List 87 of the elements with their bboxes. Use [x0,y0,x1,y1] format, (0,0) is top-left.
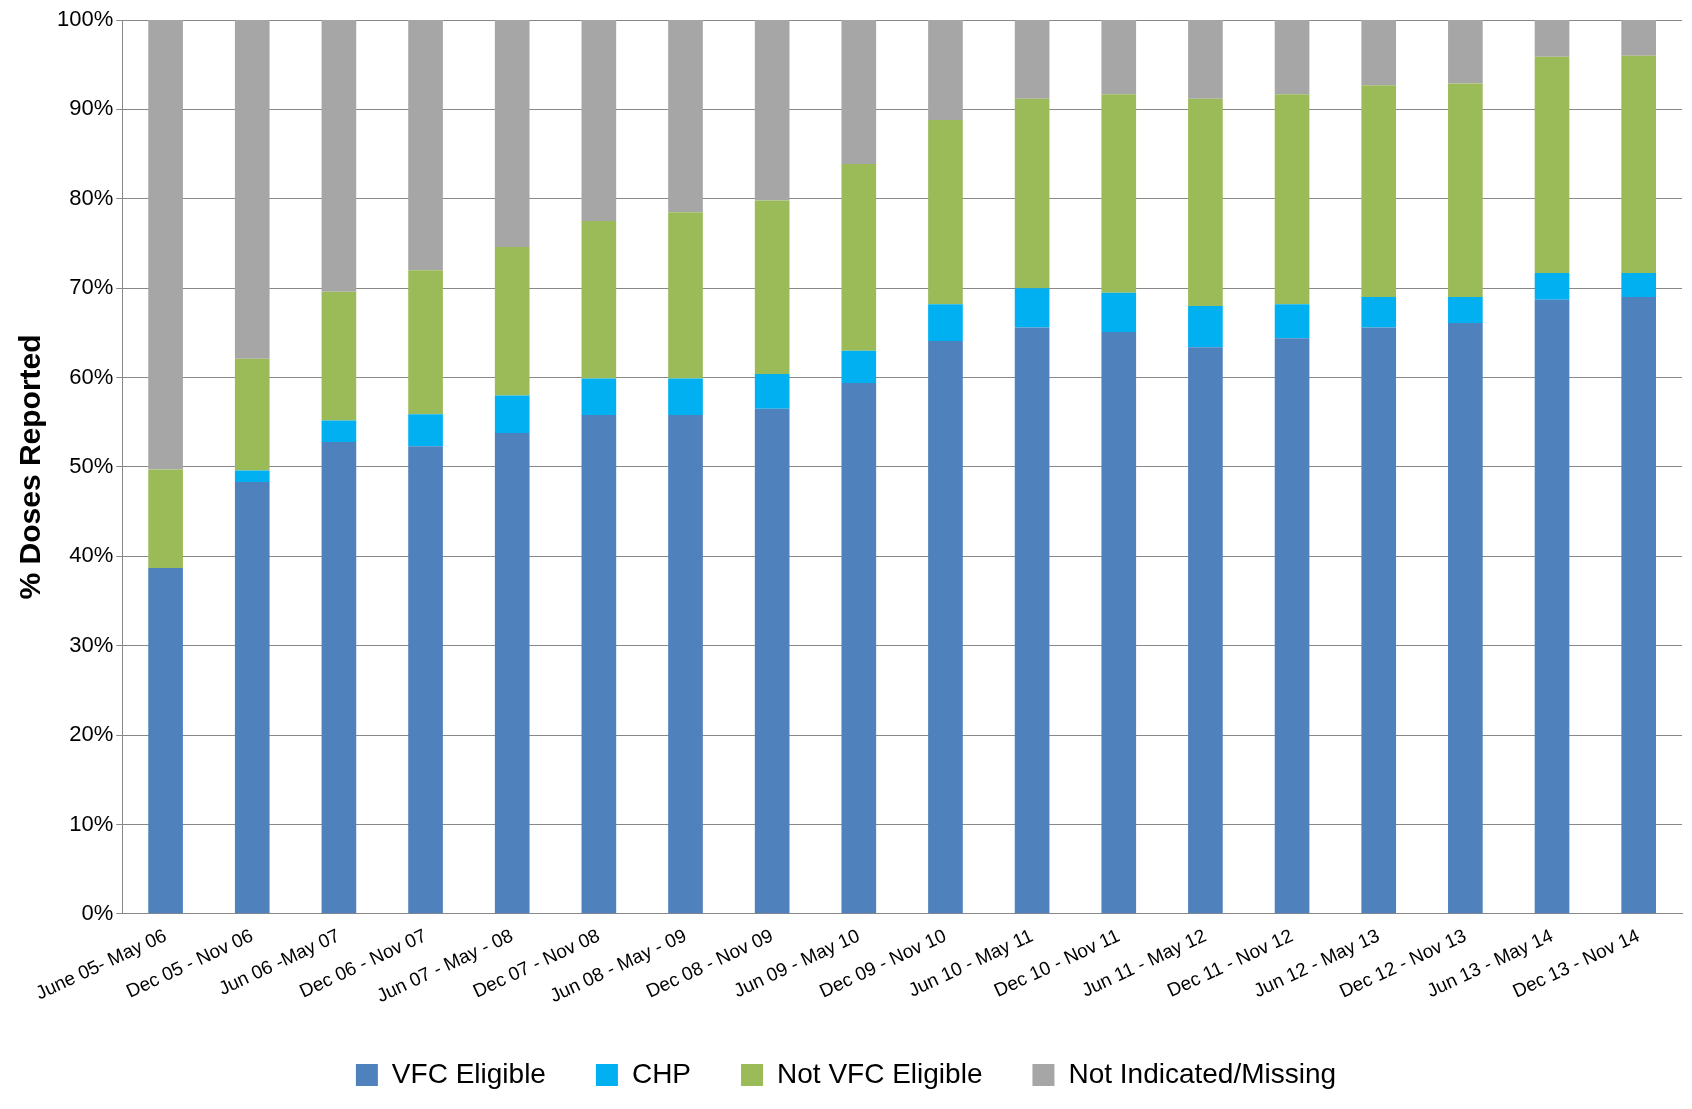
bar [1274,20,1310,95]
bar [581,378,617,416]
bar [1361,327,1397,914]
bar [494,247,530,396]
bar [321,420,357,442]
bar [1014,327,1050,914]
bar [841,350,877,383]
bar [1534,272,1570,300]
bar [1448,83,1483,298]
bar [581,221,617,379]
bar [408,446,443,914]
bar [668,415,703,914]
bar [1014,20,1050,99]
bar [234,470,270,483]
bar [928,340,963,914]
bar [1188,306,1223,348]
legend-label: Not Indicated/Missing [1068,1057,1337,1089]
bar [1621,55,1656,273]
legend-label: CHP [631,1057,692,1089]
bar [1361,20,1397,86]
bar [494,432,530,914]
y-tick-label: 90% [69,95,114,121]
bar [1101,94,1137,293]
bar [1188,347,1223,914]
bar [841,163,877,351]
bar [408,20,443,271]
bar [841,382,877,914]
bar [1621,272,1656,298]
bar [1014,98,1050,289]
bar [148,469,183,568]
bar [1014,288,1050,328]
bar [321,20,357,292]
bar [581,415,617,914]
y-tick-label: 100% [56,6,114,32]
bar [1101,331,1137,914]
bar [1448,20,1483,84]
bar [754,373,790,409]
bar [148,20,183,470]
y-tick-label: 40% [69,542,114,568]
bar [234,20,270,359]
bar [754,20,790,201]
bar [494,395,530,433]
bar [754,408,790,914]
bar [1534,20,1570,57]
bar [1101,292,1137,332]
bar [1188,98,1223,307]
y-tick-label: 0% [81,899,114,925]
bar [1361,85,1397,298]
bar [321,441,357,914]
y-tick-label: 10% [69,810,114,836]
bar [581,20,617,222]
bar [928,20,963,121]
bar [234,482,270,914]
y-tick-label: 70% [69,274,114,300]
bar [1448,323,1483,914]
bar [754,200,790,374]
bar [1274,94,1310,305]
bar [1274,338,1310,914]
bar [1534,299,1570,914]
bar [668,212,703,379]
bar [1621,20,1656,56]
bar [234,358,270,471]
legend-label: Not VFC Eligible [777,1057,983,1089]
bar [1361,297,1397,328]
bar [1448,297,1483,324]
bar [928,304,963,341]
legend-label: VFC Eligible [391,1057,546,1089]
bar [408,414,443,447]
bar [1274,304,1310,339]
bar [1534,56,1570,273]
bar [1101,20,1137,95]
bar [928,120,963,305]
bar [1621,297,1656,914]
bar [494,20,530,248]
bar [841,20,877,164]
bar [668,378,703,416]
y-tick-label: 20% [69,721,114,747]
bar [321,291,357,421]
y-tick-label: 50% [69,452,114,478]
bar [148,567,183,914]
bar [1188,20,1223,99]
y-axis-title: % Doses Reported [13,334,47,600]
y-tick-label: 80% [69,184,114,210]
y-tick-label: 60% [69,363,114,389]
bar [668,20,703,213]
y-tick-label: 30% [69,631,114,657]
bar [408,270,443,415]
